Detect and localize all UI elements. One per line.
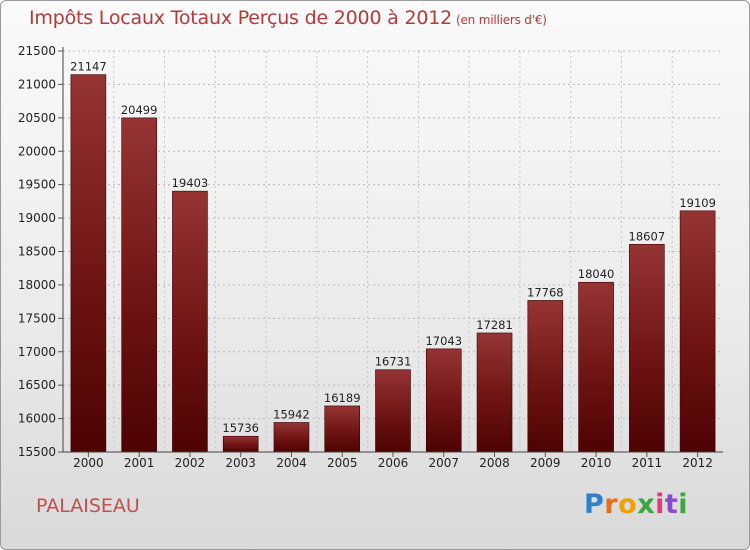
x-tick-label: 2011 [632, 456, 663, 470]
chart-unit-note: (en milliers d'€) [456, 13, 547, 27]
y-tick-label: 15500 [18, 445, 56, 459]
data-label-2004: 15942 [273, 407, 310, 421]
bar-2004 [273, 422, 310, 453]
y-tick-label: 20500 [18, 111, 56, 125]
x-tick-label: 2006 [378, 456, 409, 470]
data-label-2007: 17043 [425, 334, 462, 348]
x-tick-label: 2000 [73, 456, 104, 470]
x-tick-label: 2009 [530, 456, 561, 470]
bar-2007 [425, 348, 462, 453]
y-tick-label: 21500 [18, 44, 56, 58]
city-label: PALAISEAU [36, 495, 140, 517]
data-label-2001: 20499 [121, 103, 158, 117]
bar-2012 [679, 210, 716, 453]
x-tick-label: 2010 [581, 456, 612, 470]
axis-layer: 15500 16000 16500 17000 17500 18000 18500 19000… [18, 44, 723, 470]
y-tick-label: 17000 [18, 345, 56, 359]
data-label-2000: 21147 [70, 60, 107, 74]
y-tick-label: 20000 [18, 144, 56, 158]
y-tick-label: 19500 [18, 178, 56, 192]
y-tick-label: 16000 [18, 412, 56, 426]
data-label-2009: 17768 [527, 285, 564, 299]
y-tick-label: 16500 [18, 378, 56, 392]
data-label-2010: 18040 [578, 267, 615, 281]
bar-2005 [324, 405, 361, 453]
x-tick-label: 2005 [327, 456, 358, 470]
data-label-2002: 19403 [172, 176, 209, 190]
y-tick-label: 18000 [18, 278, 56, 292]
bar-2002 [172, 190, 208, 453]
data-label-2008: 17281 [476, 318, 513, 332]
bar-2003 [222, 435, 259, 453]
bars-layer: 21147 20499 19403 15736 15942 16189 16731 17043… [70, 60, 716, 453]
y-tick-label: 21000 [18, 77, 56, 91]
y-tick-label: 18500 [18, 245, 56, 259]
x-tick-label: 2002 [175, 456, 206, 470]
bar-2008 [476, 332, 513, 453]
data-label-2006: 16731 [375, 355, 412, 369]
data-label-2011: 18607 [629, 229, 666, 243]
proxiti-logo: Proxiti [584, 489, 689, 520]
bar-2006 [375, 369, 411, 453]
bar-2009 [527, 300, 564, 453]
x-tick-label: 2012 [682, 456, 713, 470]
x-tick-label: 2003 [225, 456, 256, 470]
data-label-2012: 19109 [679, 196, 716, 210]
data-label-2005: 16189 [324, 391, 361, 405]
bar-2011 [629, 244, 665, 453]
x-tick-label: 2001 [124, 456, 155, 470]
x-tick-label: 2007 [428, 456, 459, 470]
x-tick-label: 2008 [479, 456, 510, 470]
data-label-2003: 15736 [222, 421, 259, 435]
chart-title: Impôts Locaux Totaux Perçus de 2000 à 20… [29, 7, 547, 29]
y-tick-label: 19000 [18, 211, 56, 225]
x-tick-label: 2004 [276, 456, 307, 470]
y-tick-label: 17500 [18, 311, 56, 325]
bar-2010 [578, 281, 614, 453]
bar-2000 [70, 74, 107, 453]
bar-2001 [121, 117, 157, 453]
chart-title-text: Impôts Locaux Totaux Perçus de 2000 à 20… [29, 7, 453, 29]
